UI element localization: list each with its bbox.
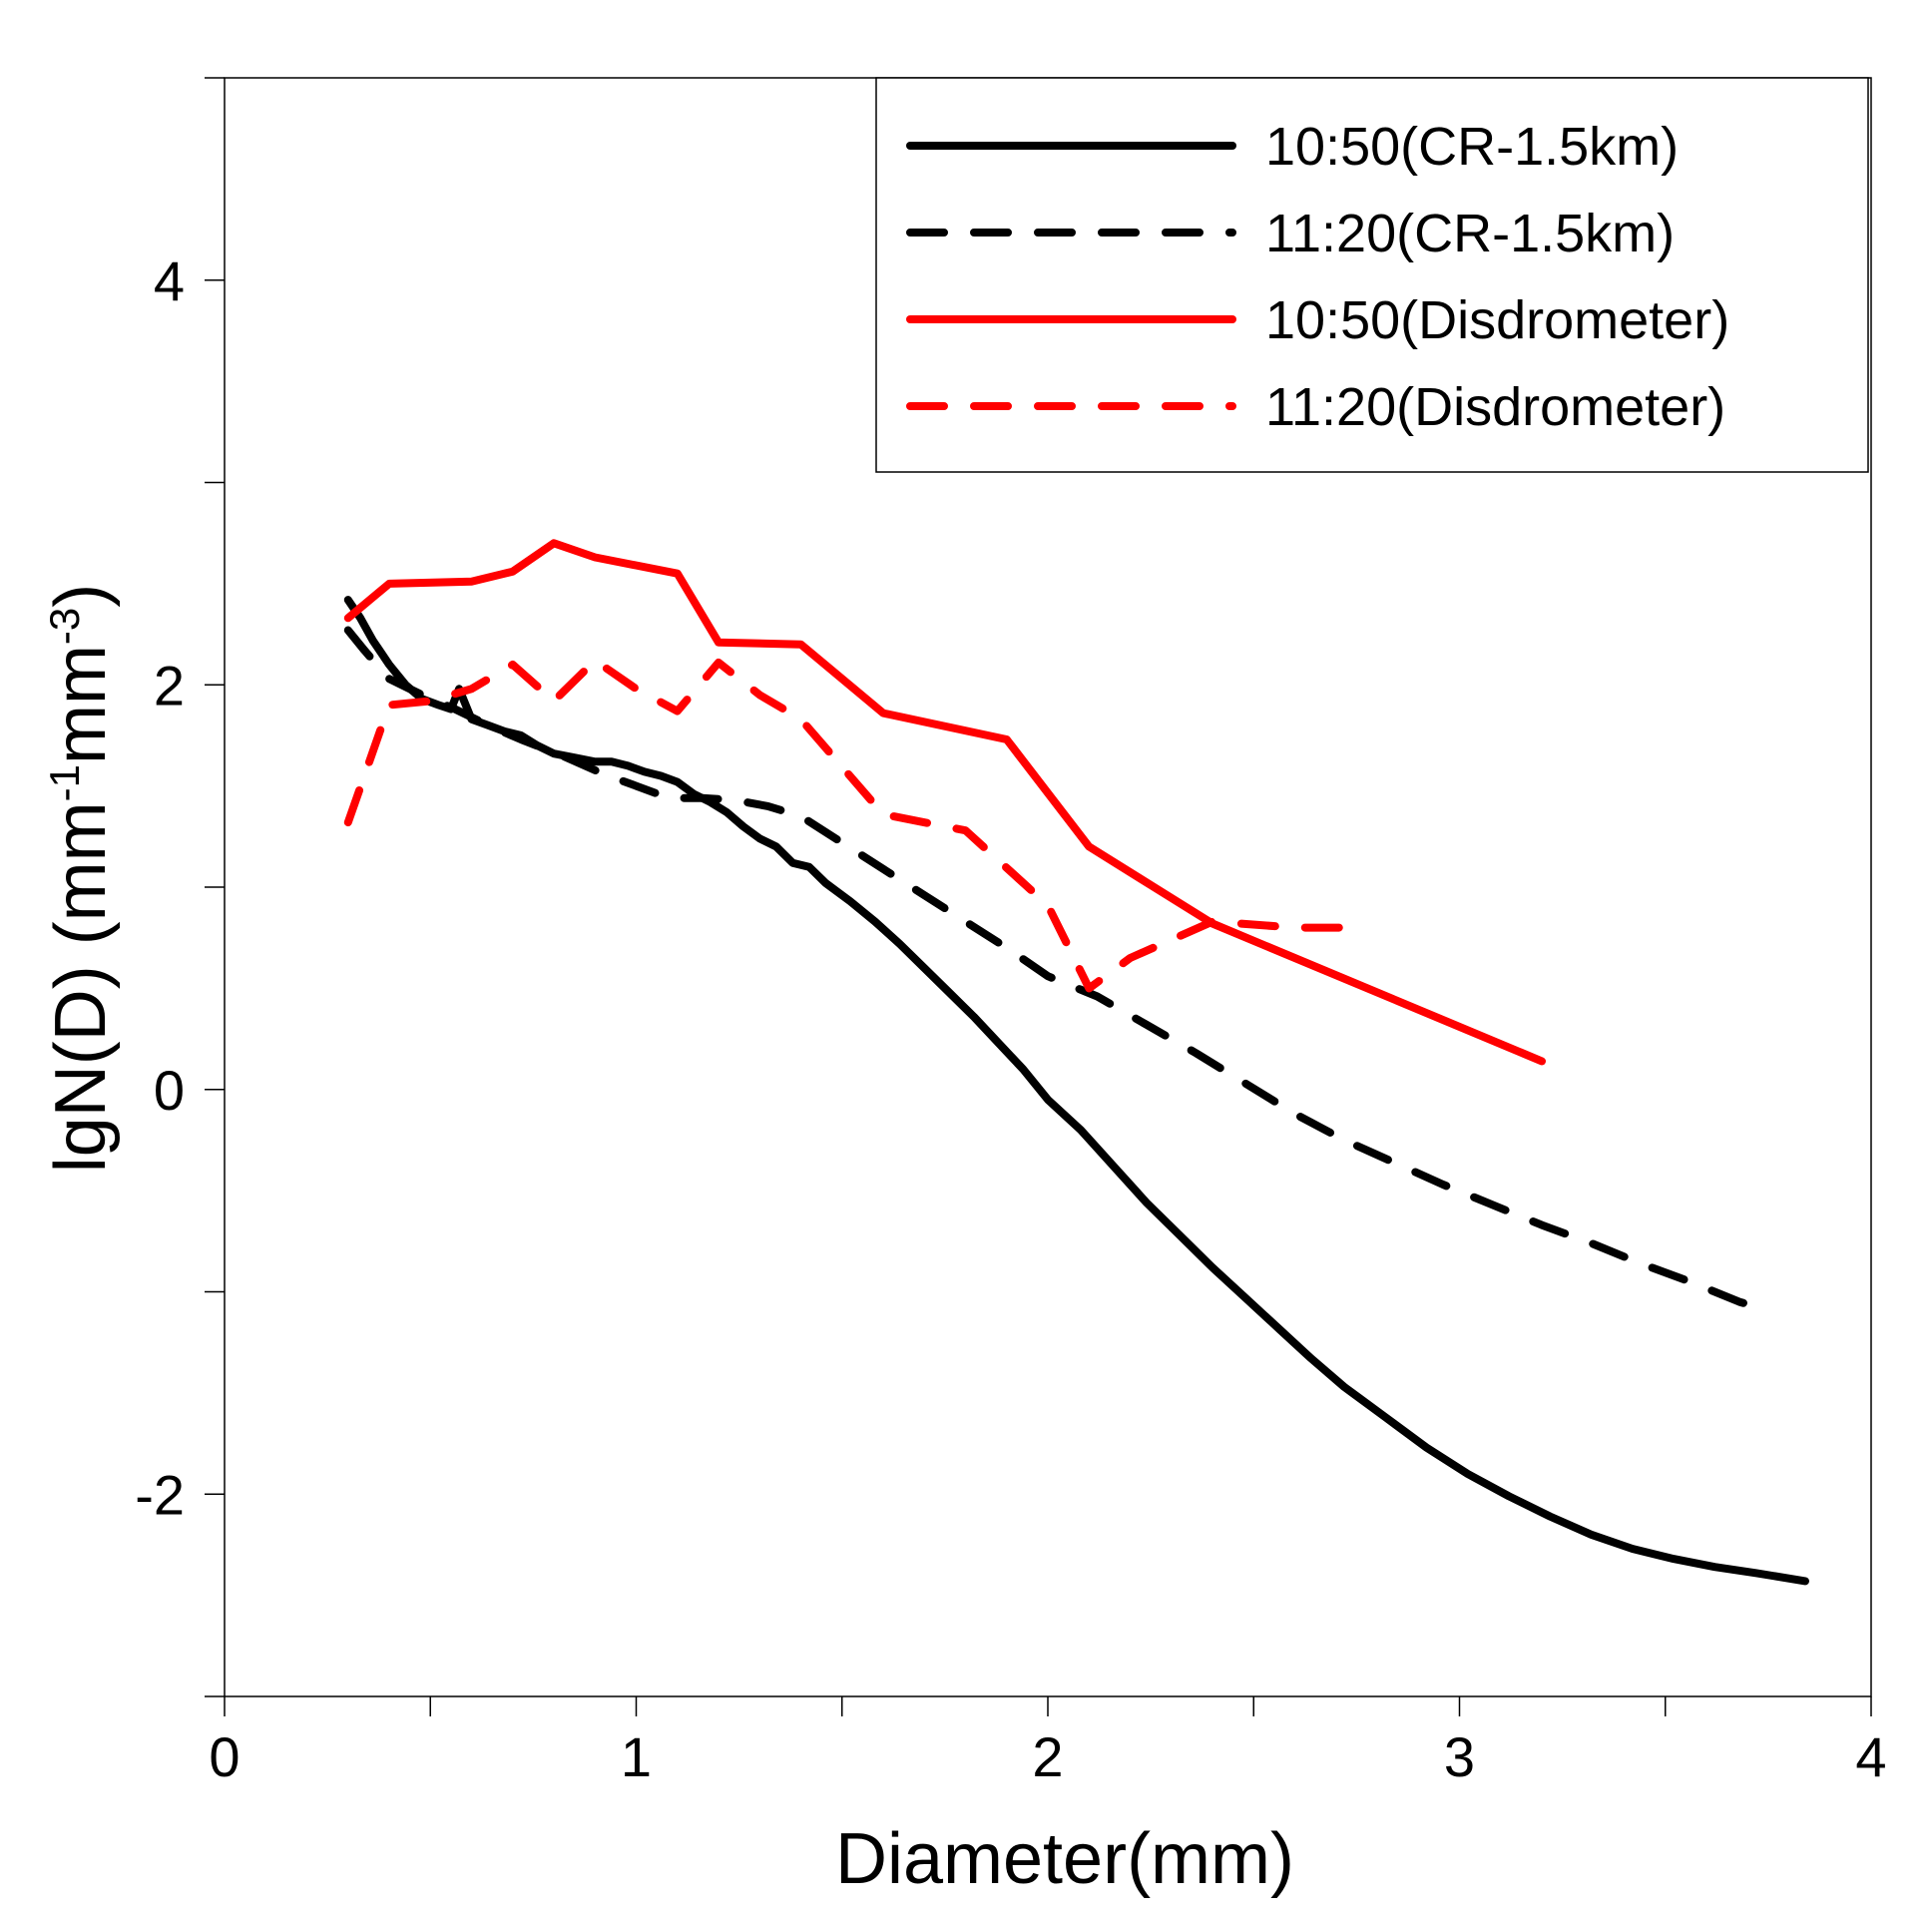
y-tick-label: 0 — [154, 1059, 185, 1122]
y-tick-label: 2 — [154, 654, 185, 717]
x-tick-label: 4 — [1855, 1725, 1886, 1788]
y-tick-label: -2 — [135, 1463, 185, 1526]
y-tick-label: 4 — [154, 249, 185, 312]
y-axis-ticks: -2 0 2 4 — [135, 77, 225, 1697]
x-tick-label: 3 — [1444, 1725, 1475, 1788]
legend: 10:50(CR-1.5km) 11:20(CR-1.5km) 10:50(Disd… — [875, 77, 1869, 473]
legend-label-2: 11:20(CR-1.5km) — [1265, 204, 1675, 263]
y-axis-title: lgN(D) (mm-1mm-3) — [41, 584, 121, 1174]
legend-items: 10:50(CR-1.5km) 11:20(CR-1.5km) 10:50(Disd… — [906, 117, 1729, 437]
x-tick-label: 1 — [621, 1725, 652, 1788]
y-axis-title-main: lgN(D) (mm — [41, 801, 121, 1173]
x-tick-label: 2 — [1032, 1725, 1063, 1788]
series-layer — [343, 539, 1809, 1586]
y-axis-title-sup2: -3 — [41, 608, 88, 645]
legend-label-4: 11:20(Disdrometer) — [1265, 377, 1725, 437]
y-axis-title-sup1: -1 — [41, 764, 88, 801]
legend-label-3: 10:50(Disdrometer) — [1265, 290, 1729, 350]
series-line-4 — [343, 656, 1361, 993]
x-axis-ticks: 0 1 2 3 4 — [209, 1696, 1887, 1788]
series-line-2 — [343, 626, 1772, 1314]
y-axis-title-mid: mm — [41, 645, 121, 764]
series-line-1 — [343, 596, 1809, 1586]
x-axis-title: Diameter(mm) — [835, 1819, 1294, 1899]
series-line-3 — [343, 539, 1546, 1066]
y-axis-title-end: ) — [41, 584, 121, 608]
x-tick-label: 0 — [209, 1725, 240, 1788]
legend-label-1: 10:50(CR-1.5km) — [1265, 117, 1679, 177]
